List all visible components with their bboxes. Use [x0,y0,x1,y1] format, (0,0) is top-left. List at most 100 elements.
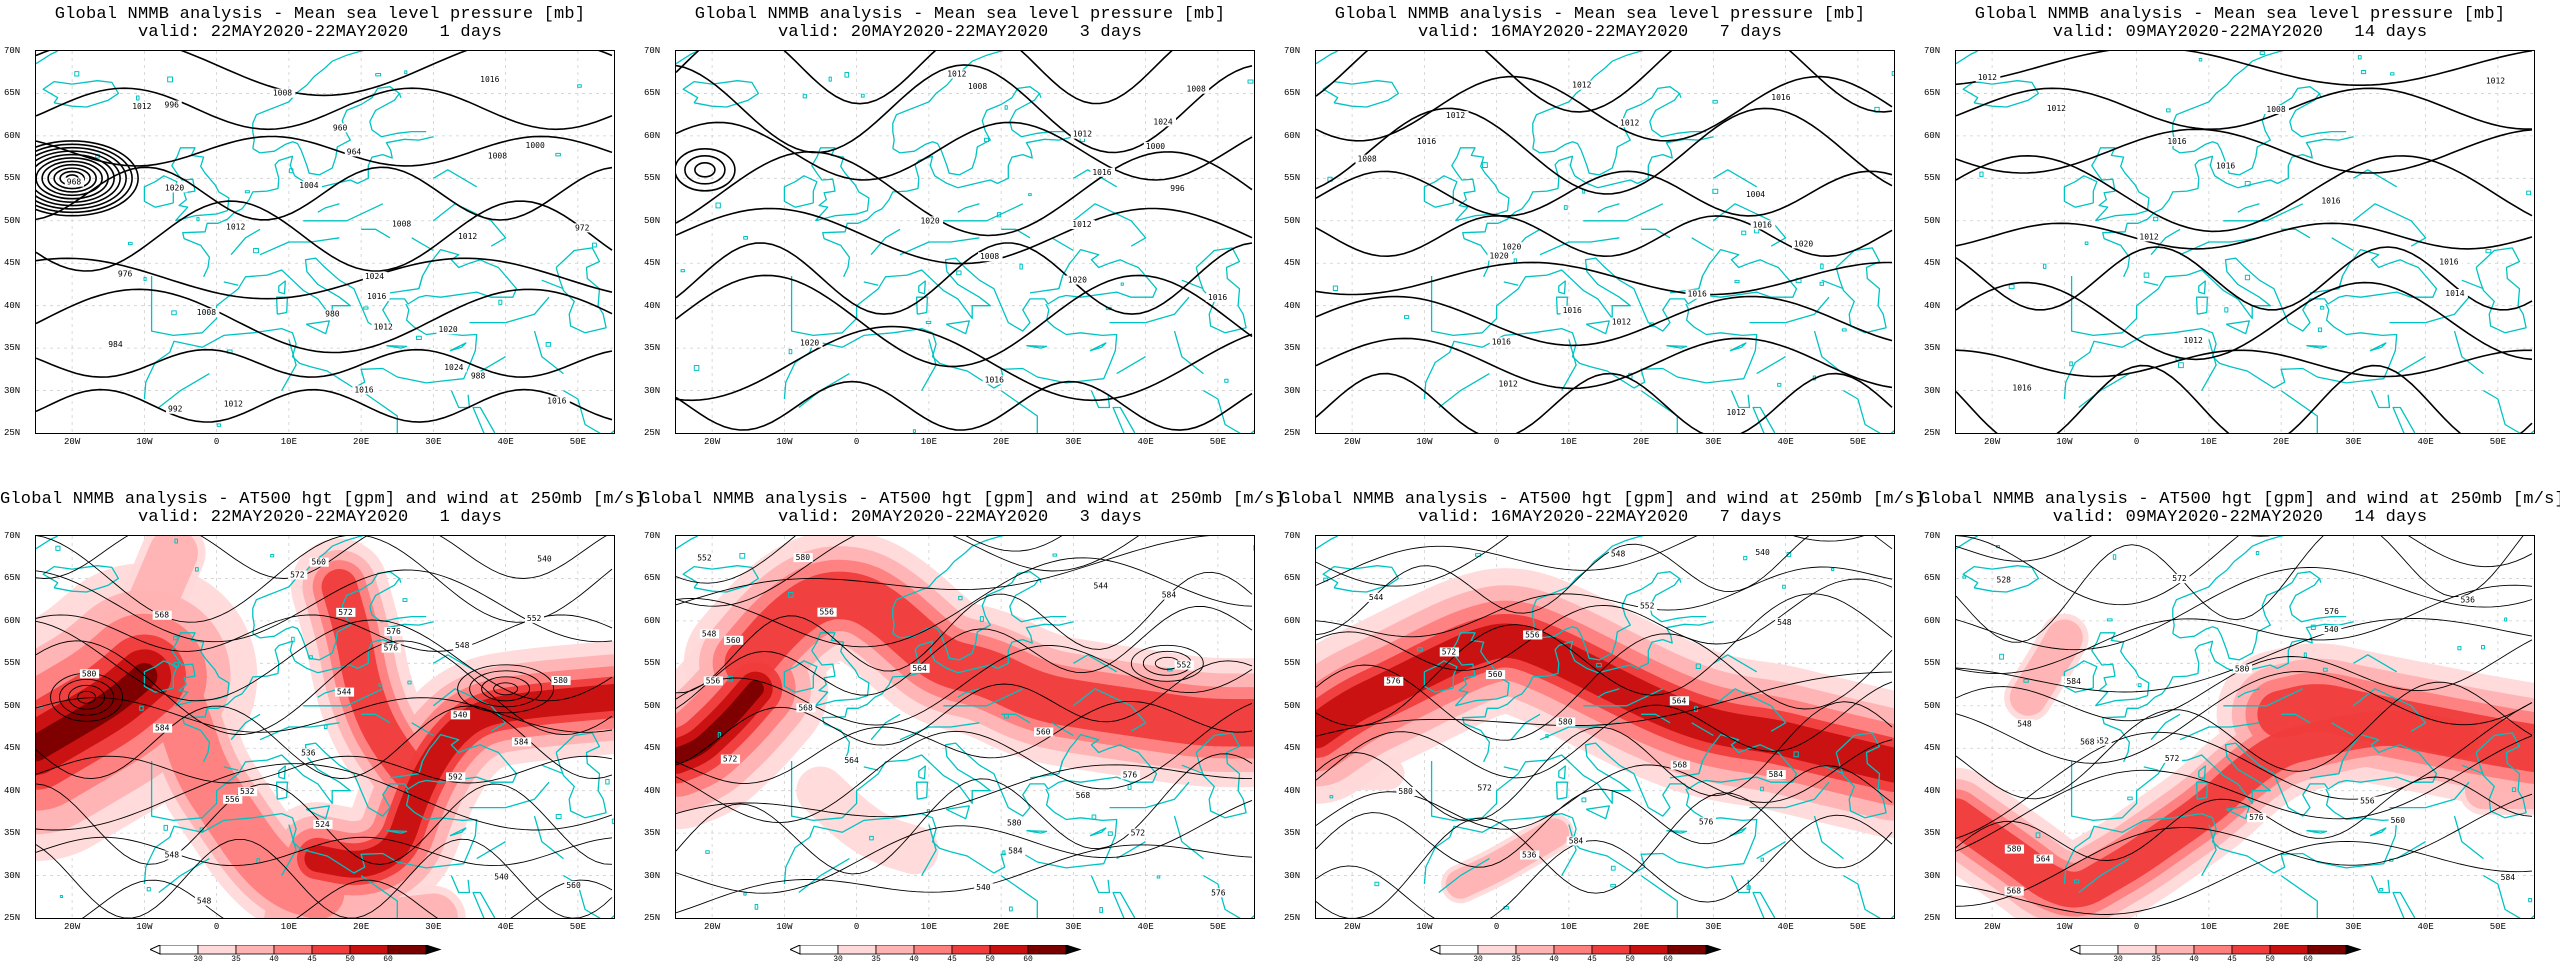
latitude-label: 65N [644,88,672,98]
longitude-label: 30E [419,922,447,932]
island [1832,568,1834,570]
isoline [1956,88,2532,129]
panel-valid-date: valid: 16MAY2020-22MAY2020 7 days [1280,509,1920,527]
isoline-label: 580 [796,553,811,562]
coastline [1956,536,1978,549]
isoline-label: 584 [514,737,529,746]
isolines [36,51,612,422]
isoline-label: 584 [2066,677,2081,686]
colorbar-swatch [1028,945,1066,954]
coastline [812,148,869,221]
coastline [1583,204,1663,221]
coastline [556,248,606,333]
coastline [1679,93,1681,97]
coastline [1039,93,1041,97]
isoline-label: 996 [1170,184,1185,193]
coastline [2238,204,2260,213]
latitude-label: 65N [644,573,672,583]
isoline-label: 1016 [1771,93,1790,102]
coastline [2199,281,2206,294]
latitude-label: 25N [644,913,672,923]
latitude-label: 35N [644,828,672,838]
island [1892,71,1894,75]
isoline-label: 1008 [488,152,507,161]
island [1980,172,1983,176]
colorbar-swatch [274,945,312,954]
coastline [1540,238,1619,255]
longitude-label: 40E [1132,922,1160,932]
isoline-label: 1008 [980,252,999,261]
panel-mslp-3day: Global NMMB analysis - Mean sea level pr… [640,0,1280,480]
isoline-label: 560 [2391,816,2406,825]
latitude-label: 30N [644,386,672,396]
island [1564,206,1567,210]
longitude-label: 40E [1132,437,1160,447]
longitude-label: 10W [130,437,158,447]
longitude-label: 0 [203,437,231,447]
latitude-label: 65N [1284,573,1312,583]
isoline-label: 556 [706,676,721,685]
isoline-label: 548 [455,641,470,650]
longitude-label: 20E [1627,437,1655,447]
isoline-label: 536 [301,749,316,758]
longitude-label: 40E [492,922,520,932]
isoline-label: 560 [312,558,327,567]
island [2505,618,2507,621]
longitude-label: 40E [1772,437,1800,447]
panel-valid-date: valid: 20MAY2020-22MAY2020 3 days [640,24,1280,42]
island [2138,684,2141,687]
island [1761,858,1763,861]
coastline [2476,248,2526,333]
colorbar-arrow [426,945,440,954]
island [1020,264,1022,269]
isoline [1956,366,2532,433]
island [1744,556,1747,559]
island [546,342,550,346]
panel-z500-7day: Global NMMB analysis - AT500 hgt [gpm] a… [1280,485,1920,965]
isoline-label: 556 [225,795,240,804]
island [2144,273,2149,277]
coastline [943,204,1023,221]
coastline [2397,357,2426,374]
latitude-label: 25N [1924,428,1952,438]
island [1611,866,1615,870]
coastline [279,281,286,294]
coastline [1586,321,1609,334]
island [2167,109,2171,112]
longitude-label: 40E [1772,922,1800,932]
coastline [2306,831,2326,834]
isoline-label: 580 [1007,819,1022,828]
coastline [2103,137,2354,277]
longitude-label: 30E [1699,922,1727,932]
latitude-label: 70N [1924,531,1952,541]
colorbar-swatch [350,945,388,954]
latitude-label: 45N [4,258,32,268]
isoline-labels: 1008960964968972976980984988992996100010… [65,75,592,414]
coastline [473,893,498,919]
colorbar-swatch [990,945,1028,954]
panel-title: Global NMMB analysis - AT500 hgt [gpm] a… [640,491,1280,509]
coastline [1030,289,1059,293]
isoline-label: 560 [1488,670,1503,679]
colorbar-arrow [1706,945,1720,954]
longitude-label: 30E [2339,922,2367,932]
isoline-label: 568 [155,611,170,620]
colorbar-swatch [2308,945,2346,954]
isoline-label: 584 [1162,591,1177,600]
latitude-label: 70N [4,531,32,541]
isoline [36,167,612,220]
coastline [1753,408,1778,434]
island [2529,898,2532,901]
coastline [1113,408,1138,434]
isoline-label: 580 [1398,787,1413,796]
coastline [1090,828,1106,836]
longitude-label: 50E [2484,437,2512,447]
latitude-label: 65N [1924,88,1952,98]
panel-valid-date: valid: 20MAY2020-22MAY2020 3 days [640,509,1280,527]
island [2380,889,2383,891]
latitude-label: 70N [1284,531,1312,541]
coastline [1504,767,1519,770]
isoline-label: 560 [566,881,581,890]
coastline [2370,828,2386,836]
